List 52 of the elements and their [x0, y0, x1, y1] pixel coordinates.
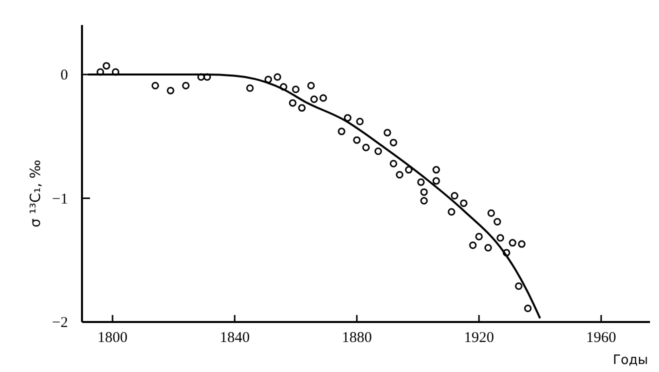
x-tick-label: 1840 — [220, 330, 250, 346]
point — [494, 218, 502, 226]
point — [432, 177, 440, 185]
point — [182, 82, 190, 90]
point — [420, 196, 428, 204]
point — [524, 304, 532, 312]
x-tick-label: 1960 — [586, 330, 616, 346]
point — [508, 239, 516, 247]
point — [298, 104, 306, 112]
point — [246, 84, 254, 92]
point — [396, 170, 404, 178]
point — [390, 138, 398, 146]
point — [264, 76, 272, 84]
point — [514, 282, 522, 290]
point — [475, 232, 483, 240]
point — [102, 62, 110, 70]
point — [310, 96, 318, 103]
point — [417, 178, 425, 186]
point — [152, 82, 160, 90]
point — [362, 144, 370, 152]
point — [353, 136, 361, 144]
point — [338, 128, 346, 136]
y-tick-label: −1 — [52, 191, 68, 208]
point — [390, 160, 398, 168]
x-axis-title: Годы — [612, 353, 648, 368]
y-axis-title: σ ¹³C₁, ‰ — [28, 159, 44, 228]
point — [484, 244, 492, 252]
point — [496, 234, 504, 242]
y-tick-label: 0 — [60, 68, 68, 84]
point — [460, 199, 468, 207]
point — [518, 240, 526, 248]
x-tick-label: 1880 — [342, 330, 372, 346]
point — [487, 209, 495, 217]
point — [384, 128, 392, 136]
point — [469, 242, 477, 250]
point — [420, 188, 428, 196]
point — [450, 192, 458, 200]
point — [374, 147, 382, 155]
y-tick-label: −2 — [52, 315, 68, 331]
point — [405, 166, 413, 174]
x-tick-label: 1800 — [98, 330, 128, 346]
point — [288, 99, 296, 107]
point — [432, 166, 440, 174]
point — [307, 82, 315, 90]
point — [356, 118, 364, 126]
point — [344, 114, 352, 122]
point — [166, 86, 174, 94]
point — [274, 73, 282, 81]
x-tick-label: 1920 — [464, 330, 494, 346]
point — [292, 86, 300, 94]
point — [319, 94, 327, 102]
point — [448, 208, 456, 216]
